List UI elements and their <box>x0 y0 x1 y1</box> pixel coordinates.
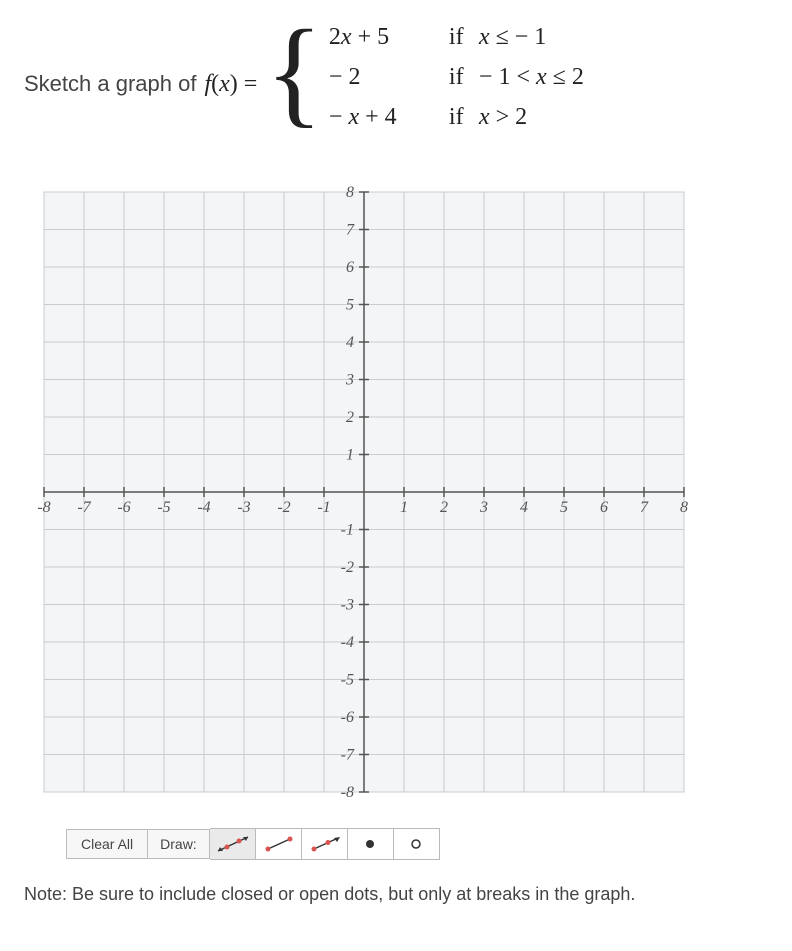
svg-text:-2: -2 <box>277 499 290 516</box>
graph-area[interactable]: -8 -7 -6 -5 -4 -3 -2 -1 1 2 3 4 5 6 7 8 -8 -7 -6 -5 -4 -3 -2 -1… <box>24 172 704 817</box>
svg-text:8: 8 <box>346 184 354 201</box>
piecewise-case: − 2if− 1 < x ≤ 2 <box>329 64 584 104</box>
lead-text: Sketch a graph of <box>24 71 196 97</box>
closed-dot-tool[interactable] <box>348 828 394 860</box>
open-dot-tool[interactable] <box>394 828 440 860</box>
ray-tool[interactable] <box>302 828 348 860</box>
line-tool[interactable] <box>210 828 256 860</box>
segment-tool[interactable] <box>256 828 302 860</box>
case-if: if <box>449 24 479 51</box>
svg-text:-5: -5 <box>341 672 354 689</box>
svg-text:8: 8 <box>680 499 688 516</box>
svg-text:5: 5 <box>346 297 354 314</box>
coordinate-grid: -8 -7 -6 -5 -4 -3 -2 -1 1 2 3 4 5 6 7 8 -8 -7 -6 -5 -4 -3 -2 -1… <box>24 172 704 812</box>
svg-text:-4: -4 <box>341 634 354 651</box>
case-condition: x ≤ − 1 <box>479 24 546 51</box>
svg-text:2: 2 <box>346 409 354 426</box>
closed-dot-icon <box>360 834 380 854</box>
open-dot-icon <box>406 834 426 854</box>
svg-text:-2: -2 <box>341 559 354 576</box>
svg-text:4: 4 <box>520 499 528 516</box>
line-infinite-icon <box>216 834 249 854</box>
svg-text:-6: -6 <box>341 709 354 726</box>
problem-statement: Sketch a graph of f(x) = { 2x + 5ifx ≤ −… <box>24 24 768 144</box>
segment-icon <box>262 834 295 854</box>
svg-text:2: 2 <box>440 499 448 516</box>
svg-text:7: 7 <box>640 499 649 516</box>
case-condition: x > 2 <box>479 104 527 131</box>
piecewise-definition: { 2x + 5ifx ≤ − 1− 2if− 1 < x ≤ 2− x + 4… <box>265 24 584 144</box>
svg-text:-7: -7 <box>77 499 91 516</box>
case-expression: − 2 <box>329 64 449 91</box>
svg-text:5: 5 <box>560 499 568 516</box>
svg-text:-3: -3 <box>341 597 354 614</box>
svg-text:-4: -4 <box>197 499 210 516</box>
case-expression: − x + 4 <box>329 104 449 131</box>
svg-text:4: 4 <box>346 334 354 351</box>
svg-text:-8: -8 <box>37 499 50 516</box>
case-if: if <box>449 64 479 91</box>
svg-text:6: 6 <box>600 499 608 516</box>
svg-text:-1: -1 <box>341 522 354 539</box>
function-lhs: f(x) = <box>204 71 257 98</box>
case-expression: 2x + 5 <box>329 24 449 51</box>
case-if: if <box>449 104 479 131</box>
svg-text:-1: -1 <box>317 499 330 516</box>
svg-text:-3: -3 <box>237 499 250 516</box>
svg-text:-7: -7 <box>341 747 355 764</box>
case-condition: − 1 < x ≤ 2 <box>479 64 584 91</box>
ray-icon <box>308 834 341 854</box>
draw-label: Draw: <box>148 829 210 859</box>
svg-text:-5: -5 <box>157 499 170 516</box>
svg-text:3: 3 <box>345 372 354 389</box>
svg-text:-8: -8 <box>341 784 354 801</box>
svg-text:1: 1 <box>346 447 354 464</box>
svg-text:6: 6 <box>346 259 354 276</box>
piecewise-case: 2x + 5ifx ≤ − 1 <box>329 24 584 64</box>
svg-text:-6: -6 <box>117 499 130 516</box>
svg-text:7: 7 <box>346 222 355 239</box>
brace-icon: { <box>265 18 323 138</box>
draw-toolbar: Clear All Draw: <box>66 828 768 860</box>
instruction-note: Note: Be sure to include closed or open … <box>24 884 768 905</box>
svg-text:1: 1 <box>400 499 408 516</box>
piecewise-case: − x + 4ifx > 2 <box>329 104 584 144</box>
svg-text:3: 3 <box>479 499 488 516</box>
clear-all-button[interactable]: Clear All <box>66 829 148 859</box>
